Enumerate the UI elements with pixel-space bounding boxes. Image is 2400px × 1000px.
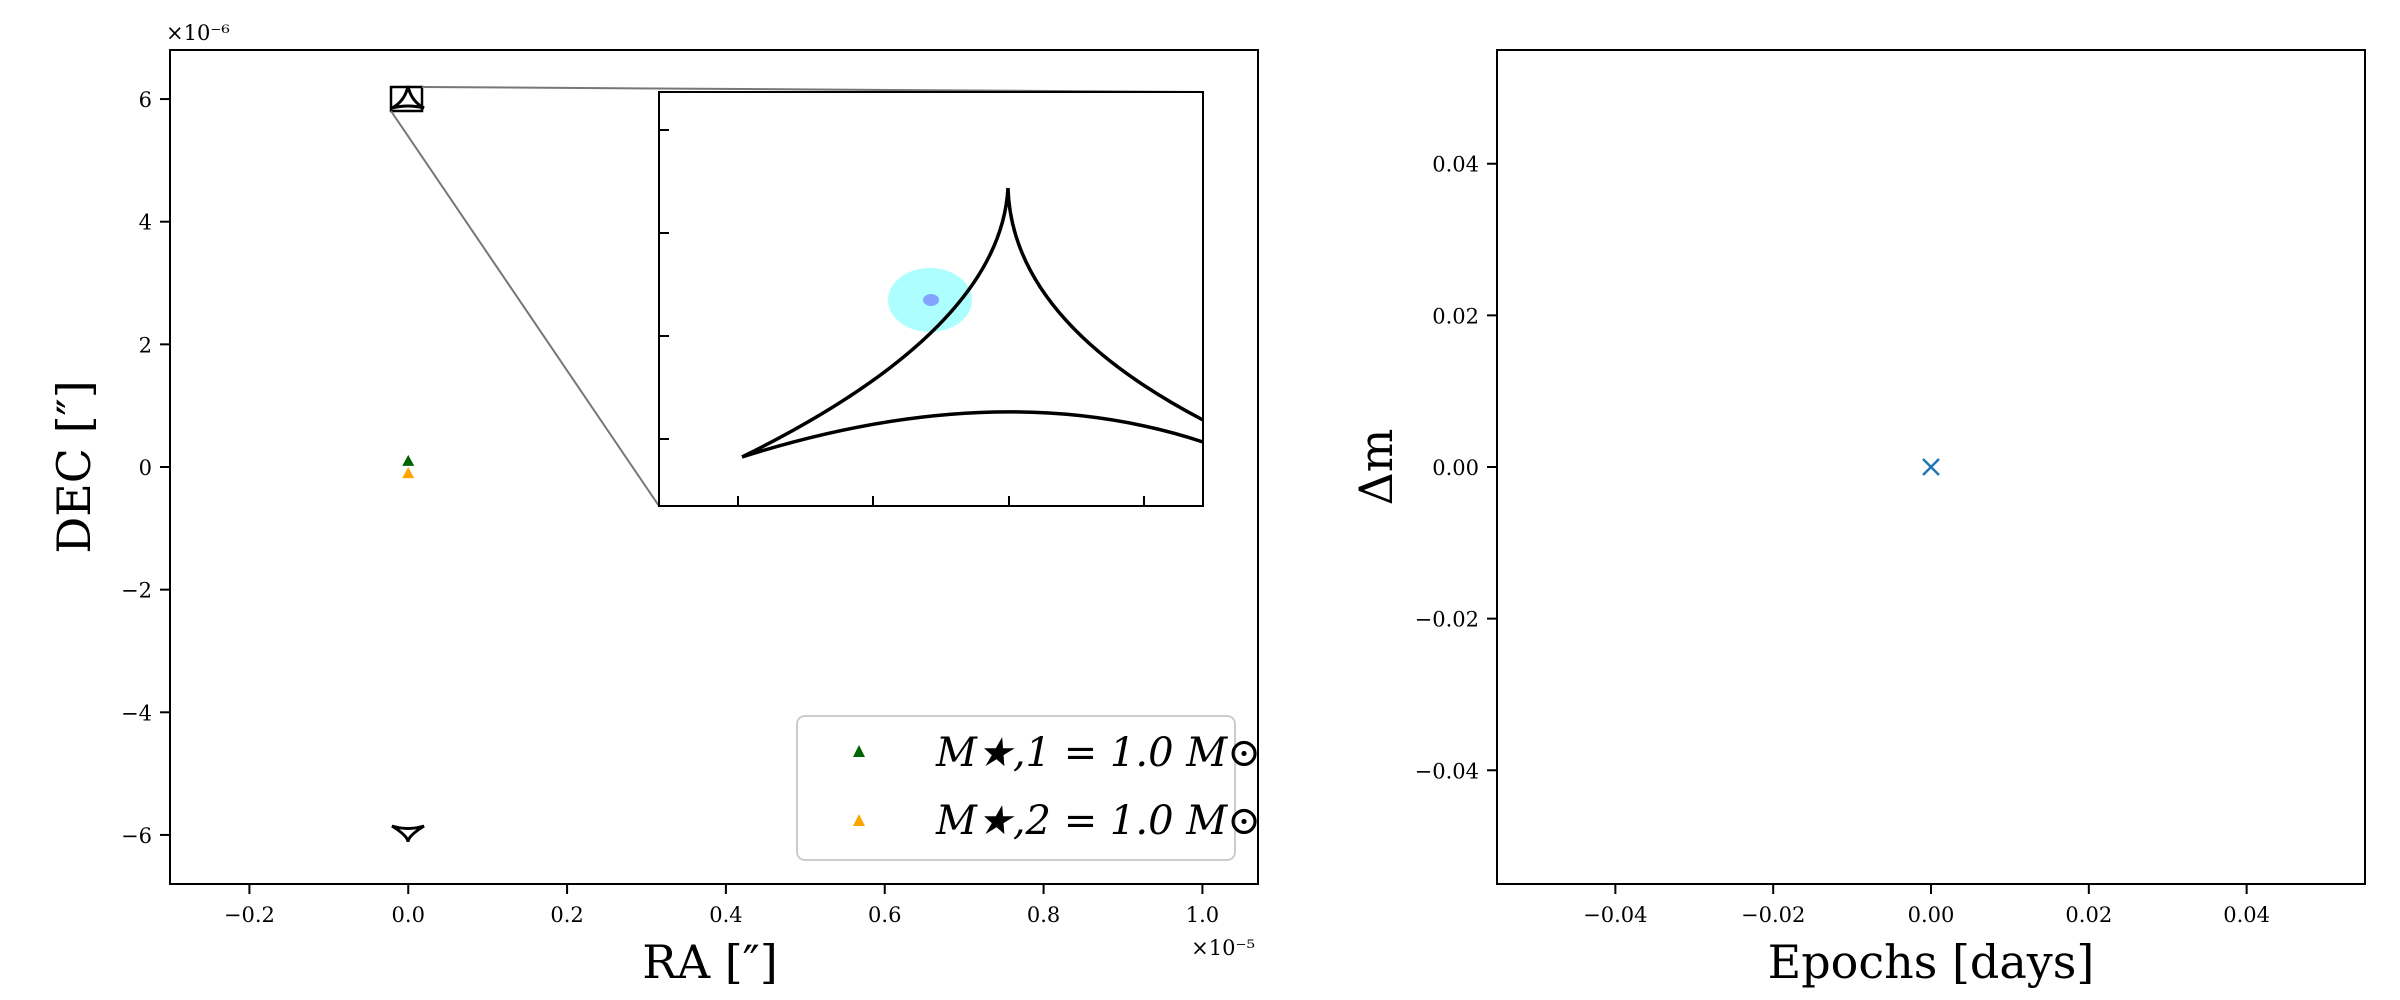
x-tick-label: 1.0 bbox=[1186, 903, 1219, 927]
y-tick-label: −2 bbox=[121, 579, 152, 603]
right-y-label: Δm bbox=[1349, 429, 1403, 506]
zoom-connector-bottom bbox=[390, 110, 660, 507]
x-tick-label: 0.8 bbox=[1027, 903, 1060, 927]
x-tick-label: −0.04 bbox=[1583, 903, 1647, 927]
y-tick-label: −6 bbox=[121, 824, 152, 848]
x-tick-label: 0.00 bbox=[1908, 903, 1955, 927]
legend-label-1: M★,1 = 1.0 M⊙ bbox=[935, 730, 1261, 776]
y-tick-label: 2 bbox=[139, 333, 152, 357]
inset-y-ticks bbox=[659, 129, 669, 440]
left-y-label: DEC [″] bbox=[47, 380, 101, 553]
left-y-ticks: −6 −4 −2 0 2 4 6 bbox=[121, 88, 170, 848]
left-x-ticks: −0.2 0.0 0.2 0.4 0.6 0.8 1.0 bbox=[224, 884, 1219, 927]
y-tick-label: 0 bbox=[139, 456, 152, 480]
lower-caustic bbox=[391, 824, 425, 843]
source-core bbox=[923, 294, 939, 306]
legend: M★,1 = 1.0 M⊙ M★,2 = 1.0 M⊙ bbox=[796, 715, 1261, 861]
y-tick-label: −0.04 bbox=[1415, 759, 1479, 783]
legend-marker-1 bbox=[853, 745, 865, 757]
left-y-multiplier: ×10⁻⁶ bbox=[166, 21, 230, 45]
inset-caustic bbox=[741, 187, 1204, 459]
star-marker-1 bbox=[402, 454, 415, 466]
y-tick-label: 0.00 bbox=[1432, 456, 1479, 480]
x-tick-label: 0.04 bbox=[2223, 903, 2270, 927]
y-tick-label: 0.02 bbox=[1432, 304, 1479, 328]
y-tick-label: 0.04 bbox=[1432, 153, 1479, 177]
y-tick-label: −4 bbox=[121, 701, 152, 725]
right-y-ticks: −0.04 −0.02 0.00 0.02 0.04 bbox=[1415, 153, 1497, 783]
x-tick-label: 0.2 bbox=[550, 903, 583, 927]
left-x-multiplier: ×10⁻⁵ bbox=[1191, 936, 1255, 960]
upper-caustic bbox=[391, 85, 425, 110]
y-tick-label: −0.02 bbox=[1415, 608, 1479, 632]
y-tick-label: 4 bbox=[139, 211, 152, 235]
data-point-x-marker bbox=[1922, 458, 1940, 476]
x-tick-label: 0.6 bbox=[868, 903, 901, 927]
x-tick-label: 0.0 bbox=[392, 903, 425, 927]
legend-label-2: M★,2 = 1.0 M⊙ bbox=[935, 798, 1261, 844]
x-tick-label: −0.2 bbox=[224, 903, 275, 927]
legend-frame bbox=[796, 715, 1236, 861]
right-x-ticks: −0.04 −0.02 0.00 0.02 0.04 bbox=[1583, 884, 2270, 927]
inset-x-ticks bbox=[737, 496, 1145, 506]
x-tick-label: −0.02 bbox=[1741, 903, 1805, 927]
right-panel: −0.04 −0.02 0.00 0.02 0.04 −0.04 −0.02 0.00 0.0… bbox=[1349, 49, 2366, 989]
x-tick-label: 0.4 bbox=[709, 903, 742, 927]
zoom-box bbox=[389, 85, 424, 113]
inset-axes bbox=[658, 91, 1204, 507]
right-data-points bbox=[1922, 458, 1940, 476]
star-marker-2 bbox=[402, 467, 415, 479]
star-markers bbox=[402, 454, 415, 479]
right-x-label: Epochs [days] bbox=[1768, 935, 2095, 989]
y-tick-label: 6 bbox=[139, 88, 152, 112]
legend-marker-2 bbox=[853, 814, 865, 826]
left-x-label: RA [″] bbox=[642, 935, 778, 989]
x-tick-label: 0.02 bbox=[2065, 903, 2112, 927]
